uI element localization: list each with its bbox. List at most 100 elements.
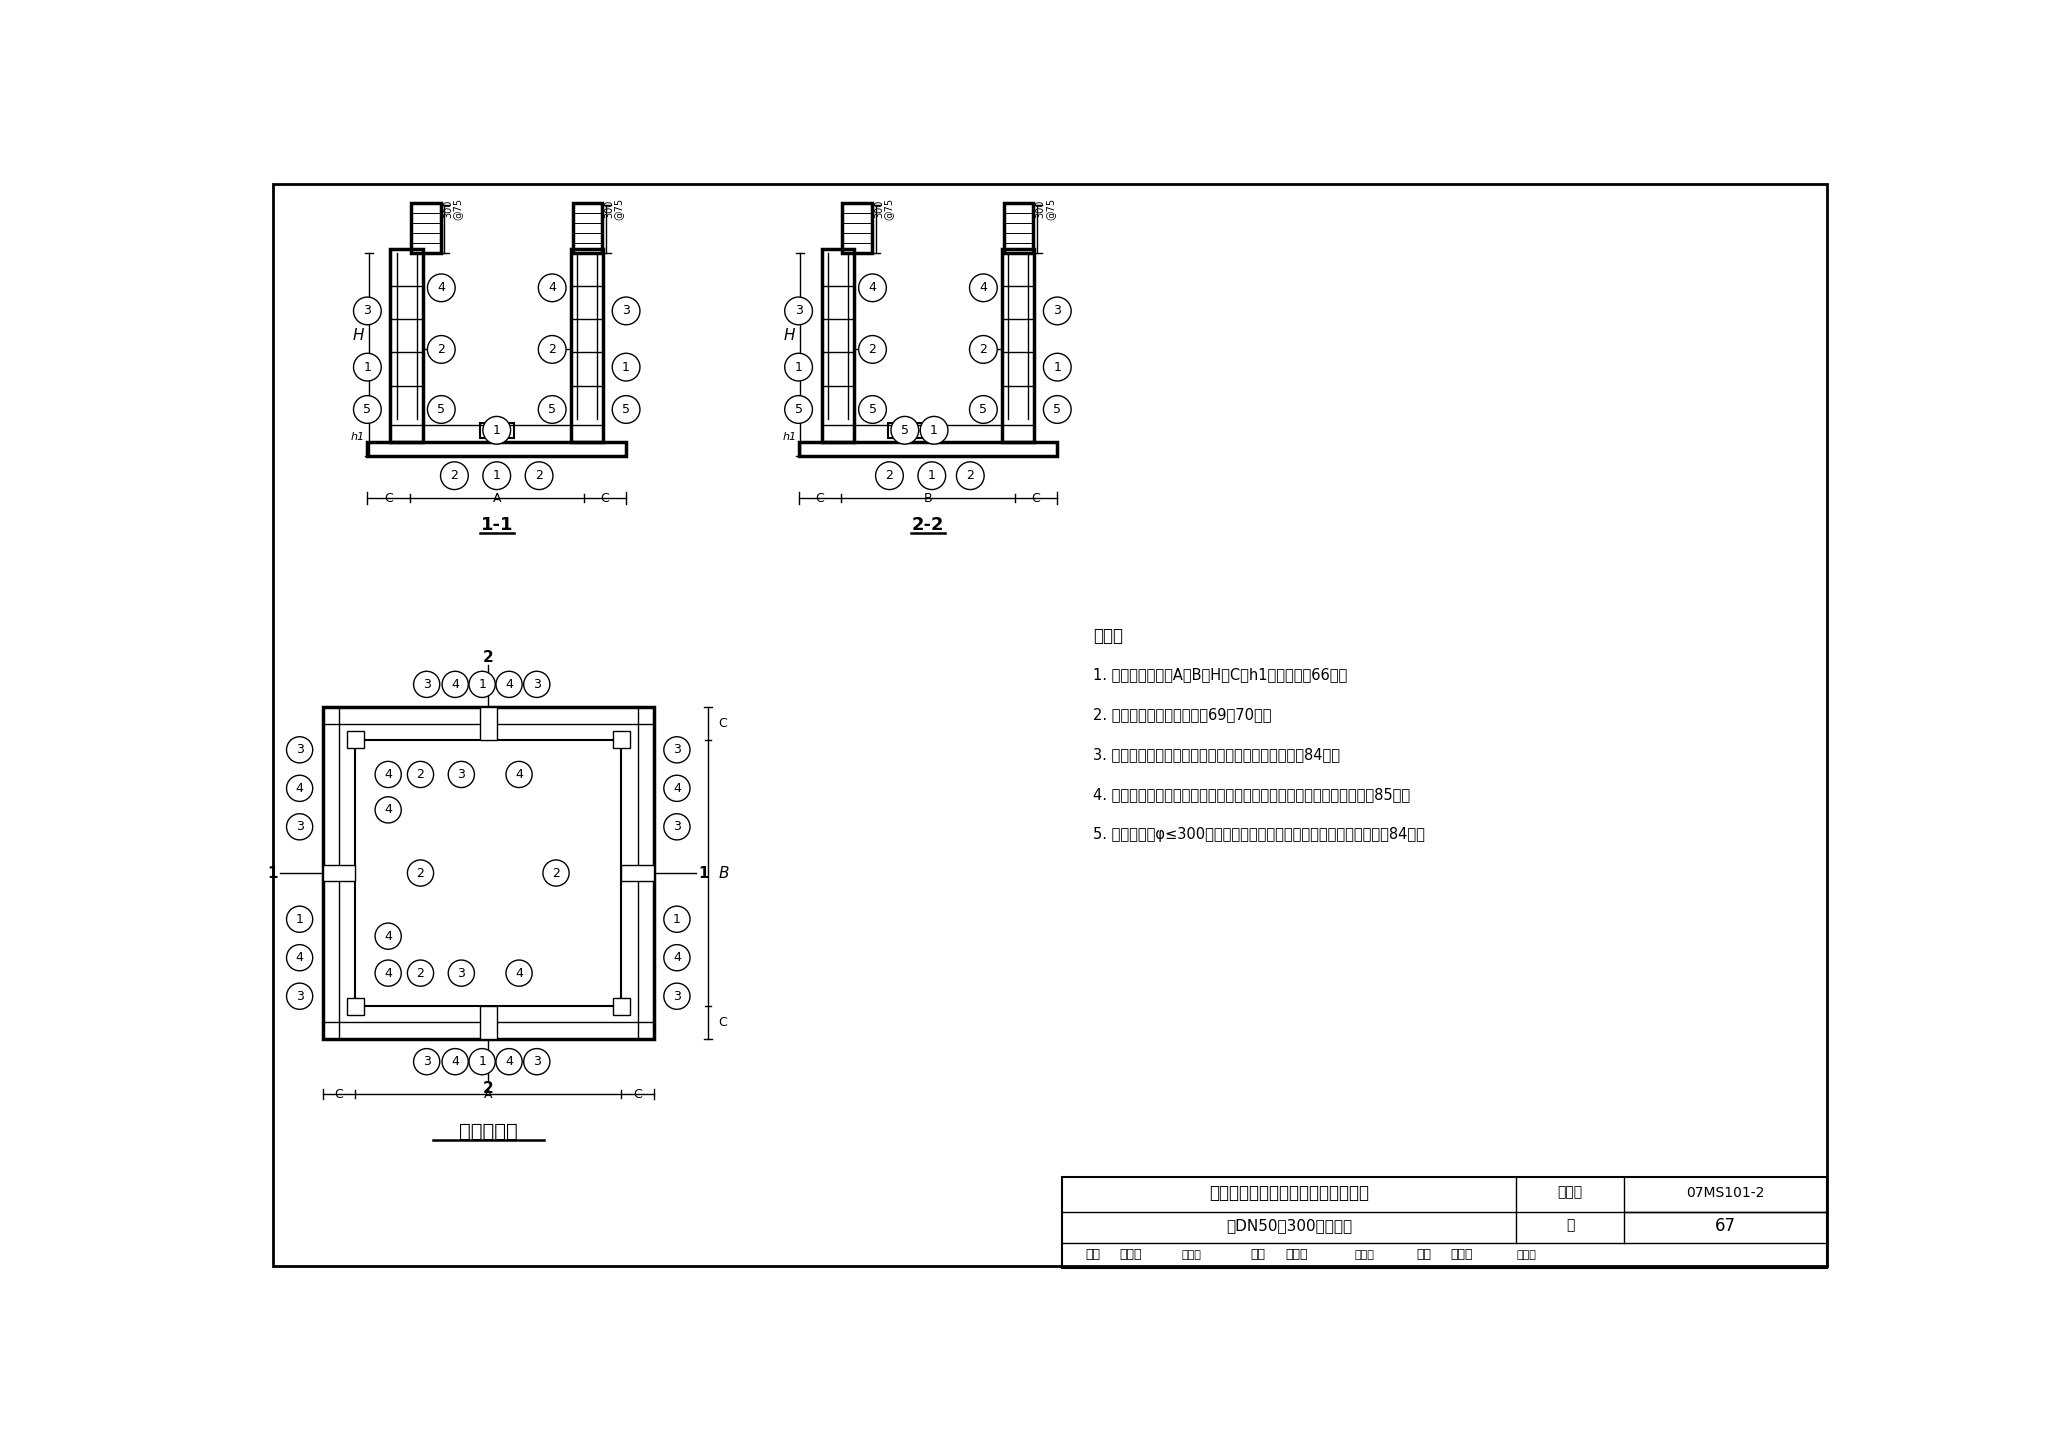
Text: @75: @75 [453,198,463,220]
Circle shape [877,462,903,490]
Text: 页: 页 [1567,1219,1575,1232]
Text: H: H [784,327,795,343]
Circle shape [664,814,690,840]
Text: 4: 4 [451,1055,459,1068]
Circle shape [414,1048,440,1074]
Circle shape [539,274,565,302]
Text: 3: 3 [623,304,631,317]
Text: C: C [719,717,727,729]
Circle shape [440,462,469,490]
Text: C: C [600,491,608,504]
Text: 2: 2 [549,343,557,356]
Circle shape [664,737,690,763]
Text: 4: 4 [506,678,512,691]
Text: 2: 2 [553,866,559,879]
Text: 3: 3 [457,768,465,781]
Circle shape [664,906,690,932]
Circle shape [408,961,434,987]
Circle shape [858,396,887,424]
Bar [354,740,621,1007]
Text: 4: 4 [385,929,391,942]
Text: 1: 1 [930,424,938,437]
Circle shape [539,396,565,424]
Text: 4: 4 [385,768,391,781]
Circle shape [891,416,920,444]
Text: 3: 3 [457,966,465,979]
Text: 1: 1 [477,678,485,691]
Text: 4: 4 [506,1055,512,1068]
Text: 1: 1 [295,913,303,926]
Text: 4: 4 [438,281,444,294]
Bar [1063,1178,1827,1268]
Text: 4: 4 [674,951,680,964]
Bar [571,250,602,442]
Circle shape [287,737,313,763]
Text: 2: 2 [451,470,459,482]
Text: C: C [633,1087,641,1100]
Text: 地面操作钉筋混凝土矩形立式闸阀井: 地面操作钉筋混凝土矩形立式闸阀井 [1208,1183,1368,1202]
Text: 1: 1 [674,913,680,926]
Text: @75: @75 [883,198,893,220]
Circle shape [287,945,313,971]
Text: 1: 1 [494,424,500,437]
Bar [324,864,354,882]
Text: 1: 1 [494,470,500,482]
Text: 3: 3 [674,820,680,833]
Text: 3: 3 [795,304,803,317]
Text: h1: h1 [782,432,797,442]
Circle shape [483,462,510,490]
Text: 3: 3 [1053,304,1061,317]
Text: 300: 300 [604,200,614,218]
Text: 2: 2 [416,966,424,979]
Text: 1. 图中所注尺寸：A、B、H、C、h1详见本图集66页。: 1. 图中所注尺寸：A、B、H、C、h1详见本图集66页。 [1094,666,1348,682]
Text: 2: 2 [885,470,893,482]
Text: 4: 4 [979,281,987,294]
Circle shape [354,297,381,325]
Text: 2: 2 [535,470,543,482]
Bar [346,731,365,748]
Text: 3: 3 [295,744,303,757]
Text: 4: 4 [295,781,303,794]
Text: 曾令苔: 曾令苔 [1286,1248,1309,1261]
Text: A: A [492,491,502,504]
Circle shape [524,462,553,490]
Text: 4: 4 [451,678,459,691]
Circle shape [920,416,948,444]
Text: 300: 300 [442,200,453,218]
Circle shape [1042,396,1071,424]
Circle shape [784,396,813,424]
Text: 3: 3 [295,820,303,833]
Circle shape [496,671,522,698]
Circle shape [496,1048,522,1074]
Text: H: H [352,327,365,343]
Text: 5: 5 [795,404,803,416]
Circle shape [784,353,813,381]
Text: h1: h1 [350,432,365,442]
Text: 图集号: 图集号 [1559,1186,1583,1199]
Text: 4: 4 [516,966,522,979]
Circle shape [469,1048,496,1074]
Text: C: C [1032,491,1040,504]
Circle shape [483,416,510,444]
Circle shape [375,923,401,949]
Circle shape [858,274,887,302]
Text: 2: 2 [979,343,987,356]
Text: 2: 2 [438,343,444,356]
Circle shape [442,671,469,698]
Text: 说明：: 说明： [1094,626,1122,645]
Circle shape [414,671,440,698]
Circle shape [428,274,455,302]
Circle shape [506,761,532,787]
Text: 5: 5 [1053,404,1061,416]
Bar [412,202,440,253]
Text: 4: 4 [385,966,391,979]
Text: 5: 5 [901,424,909,437]
Text: 5: 5 [438,404,444,416]
Circle shape [539,336,565,363]
Circle shape [469,671,496,698]
Text: 1: 1 [795,360,803,373]
Circle shape [1042,297,1071,325]
Bar [612,731,631,748]
Circle shape [612,353,639,381]
Bar [346,998,365,1015]
